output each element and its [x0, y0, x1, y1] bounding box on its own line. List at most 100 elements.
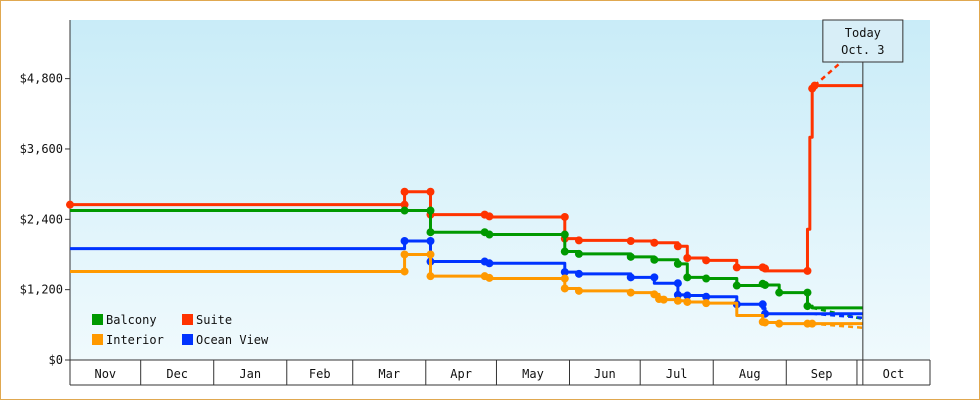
- data-point: [659, 295, 668, 304]
- data-point: [574, 236, 583, 245]
- data-point: [560, 230, 569, 239]
- data-point: [761, 280, 770, 289]
- data-point: [626, 252, 635, 261]
- data-point: [775, 288, 784, 297]
- data-point: [810, 81, 819, 90]
- month-label: Feb: [309, 367, 331, 381]
- data-point: [560, 268, 569, 277]
- data-point: [400, 200, 409, 209]
- data-point: [650, 238, 659, 247]
- data-point: [400, 237, 409, 245]
- data-point: [683, 297, 692, 306]
- data-point: [400, 267, 409, 276]
- month-label: Nov: [94, 367, 116, 381]
- today-marker: Today Oct. 3: [822, 19, 904, 385]
- month-label: May: [522, 367, 544, 381]
- month-label: Mar: [378, 367, 400, 381]
- data-point: [66, 200, 74, 209]
- data-point: [761, 264, 770, 273]
- data-point: [683, 291, 692, 300]
- data-point: [761, 318, 770, 327]
- data-point: [683, 273, 692, 282]
- month-label: Aug: [739, 367, 761, 381]
- data-point: [702, 274, 711, 283]
- legend-swatch: [182, 334, 193, 345]
- data-point: [560, 274, 569, 283]
- series-line-ocean-view: [70, 239, 863, 316]
- data-point: [626, 273, 635, 282]
- data-point: [574, 249, 583, 258]
- today-date: Oct. 3: [841, 43, 884, 57]
- y-tick-label: $3,600: [20, 142, 63, 156]
- series-layer: [66, 41, 864, 330]
- data-point: [560, 212, 569, 221]
- data-point: [626, 237, 635, 245]
- data-point: [426, 206, 435, 215]
- data-point: [808, 319, 817, 328]
- month-label: Sep: [811, 367, 833, 381]
- series-interior: [70, 250, 863, 330]
- data-point: [560, 284, 569, 293]
- data-point: [803, 302, 812, 311]
- data-point: [702, 292, 711, 301]
- data-point: [732, 263, 741, 272]
- y-tick-label: $1,200: [20, 283, 63, 297]
- today-box: [822, 19, 904, 63]
- data-point: [673, 242, 682, 251]
- data-point: [775, 319, 784, 328]
- data-point: [673, 296, 682, 305]
- data-point: [626, 288, 635, 297]
- data-point: [673, 279, 682, 288]
- data-point: [574, 286, 583, 295]
- data-point: [758, 300, 767, 309]
- data-point: [673, 290, 682, 299]
- legend-item-interior: Interior: [92, 333, 164, 347]
- data-point: [426, 250, 435, 259]
- y-tick-label: $0: [49, 353, 63, 367]
- y-tick-label: $2,400: [20, 212, 63, 226]
- legend-label: Balcony: [106, 313, 157, 327]
- series-suite: [66, 41, 864, 275]
- month-label: Oct: [883, 367, 905, 381]
- data-point: [650, 255, 659, 264]
- data-point: [426, 187, 435, 196]
- data-point: [702, 299, 711, 308]
- legend-item-ocean-view: Ocean View: [182, 333, 269, 347]
- legend-item-suite: Suite: [182, 313, 232, 327]
- legend-swatch: [92, 334, 103, 345]
- data-point: [485, 230, 494, 239]
- data-point: [400, 187, 409, 196]
- legend-label: Interior: [106, 333, 164, 347]
- month-label: Jun: [594, 367, 616, 381]
- data-point: [485, 273, 494, 282]
- data-point: [426, 228, 435, 237]
- data-point: [803, 266, 812, 275]
- y-axis: $0 $1,200 $2,400 $3,600 $4,800: [20, 20, 71, 385]
- plot-background: [70, 20, 930, 360]
- legend: Balcony Suite Interior Ocean View: [92, 313, 269, 347]
- data-point: [426, 237, 435, 245]
- y-tick-label: $4,800: [20, 72, 63, 86]
- data-point: [426, 272, 435, 281]
- data-point: [400, 250, 409, 259]
- data-point: [650, 273, 659, 282]
- data-point: [673, 259, 682, 268]
- series-balcony: [70, 206, 864, 321]
- data-point: [560, 247, 569, 256]
- series-ocean-view: [70, 237, 863, 320]
- legend-swatch: [92, 314, 103, 325]
- data-point: [702, 256, 711, 265]
- x-axis: Nov Dec Jan Feb Mar Apr May Jun Jul Aug Sep Oct: [69, 359, 931, 386]
- data-point: [732, 281, 741, 290]
- legend-label: Suite: [196, 313, 232, 327]
- data-point: [485, 212, 494, 221]
- data-point: [683, 254, 692, 262]
- legend-label: Ocean View: [196, 333, 269, 347]
- today-label: Today: [845, 26, 881, 40]
- legend-item-balcony: Balcony: [92, 313, 157, 327]
- legend-swatch: [182, 314, 193, 325]
- series-forecast-suite: [813, 41, 864, 87]
- month-label: Dec: [166, 367, 188, 381]
- data-point: [485, 259, 494, 268]
